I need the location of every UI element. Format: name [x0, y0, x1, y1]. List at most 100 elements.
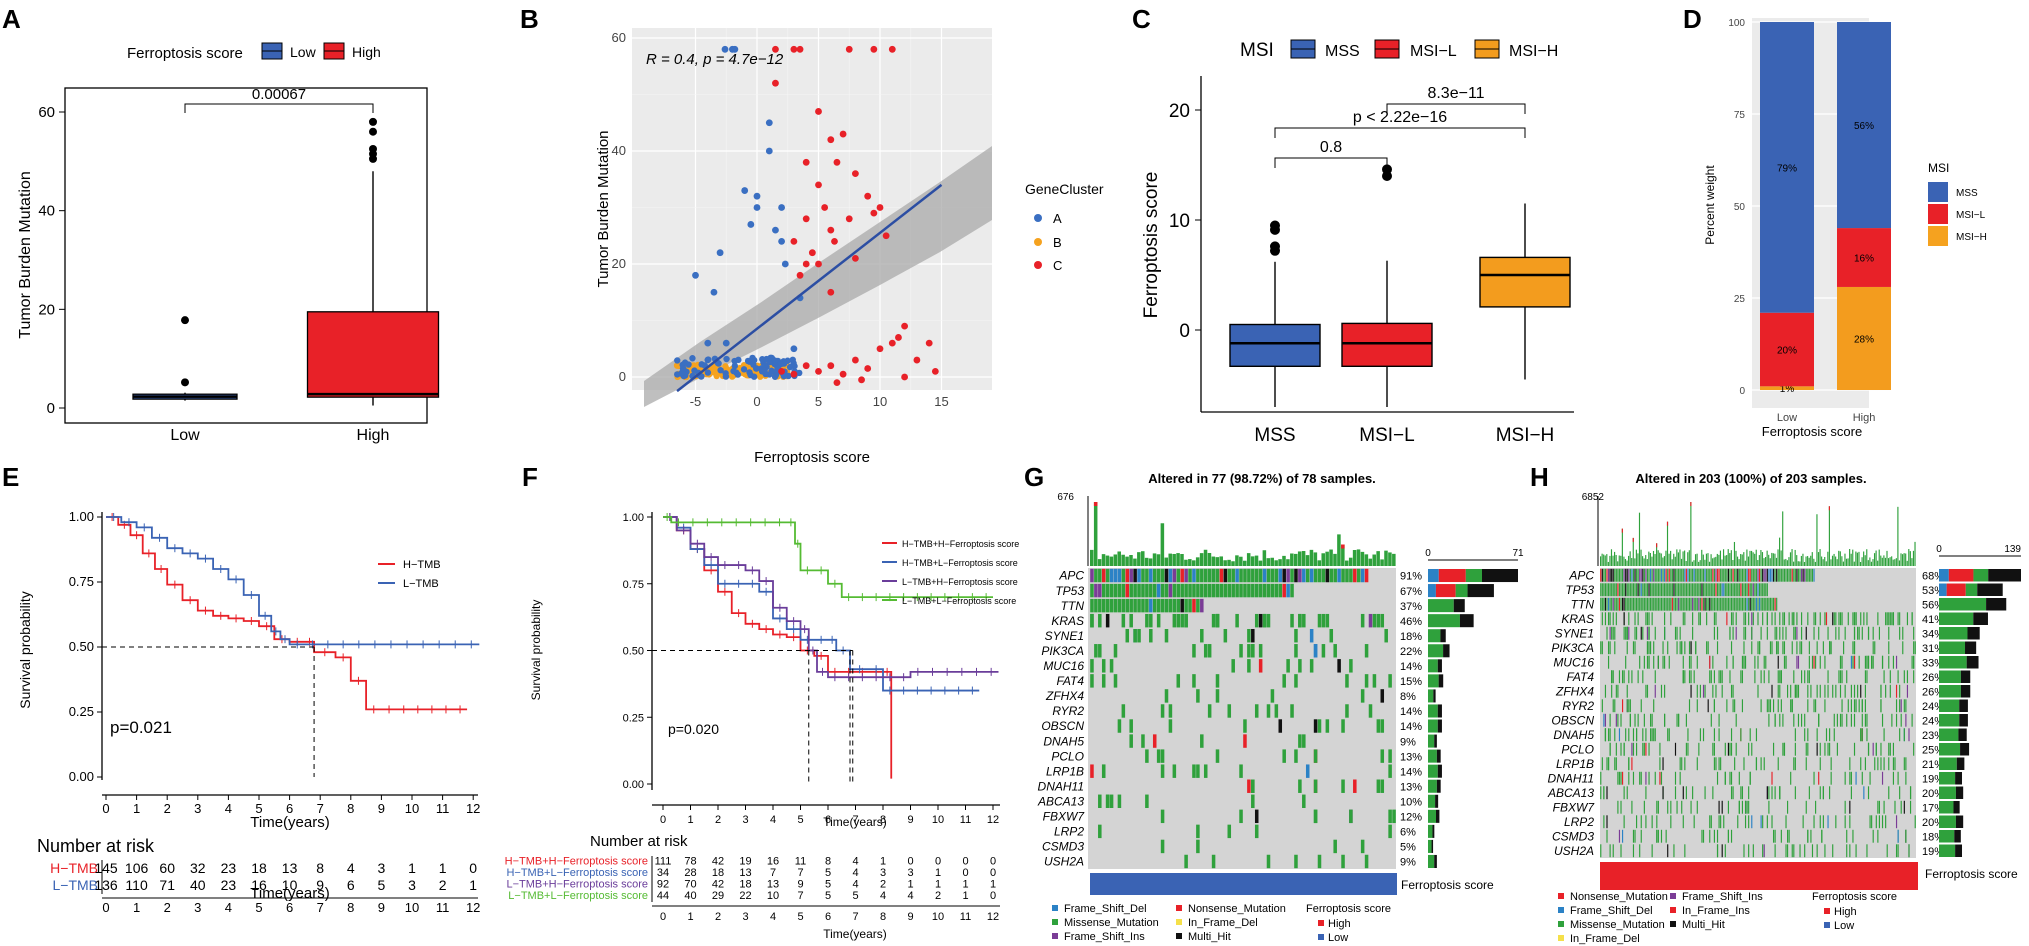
tmb-bar-top: [1341, 544, 1345, 549]
mutation-cell: [1609, 742, 1611, 756]
legend-swatch: [1176, 933, 1182, 939]
mutation-cell: [1769, 597, 1772, 611]
tmb-bar: [1215, 557, 1220, 566]
risk-value: 9: [797, 879, 803, 891]
point-cluster-a: [710, 288, 718, 296]
frequency-bar-segment: [1939, 699, 1960, 712]
mutation-cell: [1799, 641, 1801, 655]
frequency-bar-segment: [1939, 743, 1961, 756]
tmb-bar: [1727, 549, 1729, 566]
mutation-cell: [1231, 583, 1235, 598]
mutation-cell: [1749, 583, 1751, 597]
risk-value: 13: [282, 860, 298, 876]
mutation-cell: [1679, 771, 1681, 785]
mutation-cell: [1636, 815, 1638, 829]
mutation-cell: [1732, 699, 1734, 713]
mutation-cell: [1744, 612, 1747, 626]
mutation-cell: [1718, 713, 1720, 727]
mutation-cell: [1794, 757, 1796, 771]
mutation-cell: [1706, 612, 1708, 626]
point-cluster-a: [691, 367, 698, 374]
mutation-cell: [1772, 699, 1775, 713]
frequency-bar-segment: [1438, 674, 1444, 688]
legend-label: Multi_Hit: [1682, 919, 1725, 931]
mutation-cell: [1716, 844, 1719, 858]
percent-label: 68%: [1922, 570, 1944, 582]
mutation-cell: [1215, 583, 1220, 598]
mutation-cell: [1685, 713, 1687, 727]
mutation-cell: [1094, 583, 1098, 598]
mutation-cell: [1779, 626, 1781, 640]
mutation-cell: [1388, 749, 1392, 763]
mutation-cell: [1628, 670, 1630, 684]
mutation-cell: [1835, 612, 1837, 626]
mutation-cell: [1763, 597, 1765, 611]
mutation-cell: [1738, 771, 1740, 785]
tmb-bars: [1090, 502, 1396, 566]
gene-label: ZFHX4: [1555, 684, 1594, 698]
mutation-cell: [1659, 742, 1661, 756]
gene-label: PCLO: [1561, 742, 1594, 756]
mutation-cell: [1668, 568, 1670, 582]
frequency-bar-segment: [1428, 749, 1437, 763]
tmb-bar: [1807, 556, 1809, 566]
mutation-cell: [1771, 684, 1773, 698]
mutation-cell: [1903, 757, 1905, 771]
mutation-cell: [1611, 597, 1613, 611]
mutation-cell: [1657, 597, 1659, 611]
tmb-bar: [1911, 558, 1913, 566]
mutation-cell: [1631, 742, 1633, 756]
tmb-bar: [1842, 561, 1844, 566]
mutation-cell: [1732, 568, 1734, 582]
frequency-bar-segment: [1958, 728, 1967, 741]
tmb-bar: [1227, 559, 1231, 566]
y-tick-label: 0: [47, 400, 55, 417]
mutation-cell: [1654, 670, 1656, 684]
mutation-cell: [1801, 670, 1803, 684]
point-cluster-c: [864, 192, 872, 200]
mutation-cell: [1646, 583, 1649, 597]
mutation-cell: [1298, 613, 1302, 628]
tmb-bar: [1733, 541, 1736, 566]
tmb-bar: [1093, 502, 1098, 566]
legend-swatch-mss: [1928, 182, 1948, 202]
mutation-cell: [1690, 800, 1692, 814]
mutation-cell: [1715, 568, 1717, 582]
mutation-cell: [1900, 800, 1902, 814]
risk-x-tick: 8: [347, 900, 354, 915]
mutation-cell: [1808, 568, 1810, 582]
risk-value: 2: [935, 890, 941, 902]
mutation-cell: [1692, 786, 1694, 800]
frequency-bar-segment: [1436, 779, 1441, 793]
mutation-cell: [1732, 684, 1734, 698]
mutation-cell: [1897, 829, 1899, 843]
point-cluster-a: [717, 366, 724, 374]
mutation-cell: [1713, 612, 1715, 626]
mutation-cell: [1278, 719, 1283, 733]
mutation-cell: [1388, 824, 1392, 839]
point-cluster-b: [713, 372, 720, 380]
mutation-cell: [1618, 597, 1621, 611]
point-cluster-a: [796, 369, 803, 377]
mutation-cell: [1740, 597, 1742, 611]
legend-swatch: [1558, 921, 1564, 927]
mutation-cell: [1629, 713, 1631, 727]
mutation-cell: [1908, 844, 1910, 858]
mutation-cell: [1685, 742, 1687, 756]
mutation-cell: [1897, 771, 1899, 785]
x-tick-msih: MSI−H: [1496, 425, 1555, 446]
mutation-cell: [1372, 674, 1377, 688]
mutation-cell: [1606, 568, 1608, 582]
mutation-cell: [1604, 713, 1607, 727]
mutation-cell: [1748, 742, 1750, 756]
mutation-cell: [1715, 583, 1717, 597]
mutation-cell: [1724, 597, 1726, 611]
mutation-cell: [1141, 568, 1145, 583]
mutation-cell: [1298, 659, 1302, 673]
mutation-cell: [1758, 583, 1761, 597]
risk-value: 3: [378, 860, 386, 876]
mutation-cell: [1816, 742, 1818, 756]
mutation-cell: [1282, 568, 1286, 583]
tmb-bar: [1780, 550, 1782, 566]
mutation-cell: [1687, 568, 1689, 582]
